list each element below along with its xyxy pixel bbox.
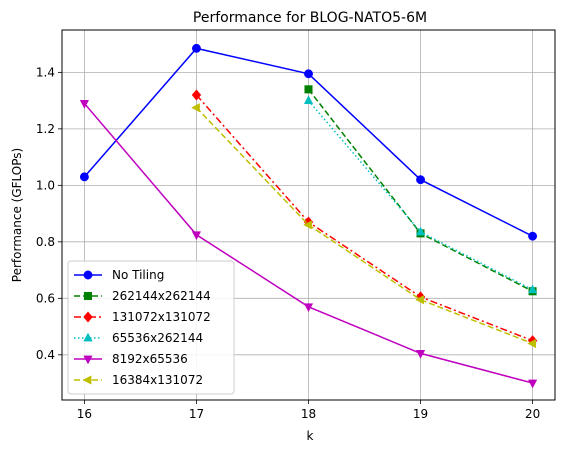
legend-entry: No Tiling	[74, 268, 164, 282]
data-point	[191, 103, 200, 113]
series-group	[79, 43, 538, 389]
series-line	[195, 94, 533, 342]
data-point	[527, 338, 536, 349]
y-axis-label: Performance (GFLOPs)	[10, 148, 24, 282]
series-line	[195, 107, 533, 345]
x-tick-label: 19	[413, 407, 428, 421]
series-3	[303, 95, 538, 294]
data-point	[303, 220, 312, 230]
data-point	[304, 85, 313, 94]
legend-label: 65536x262144	[112, 331, 203, 345]
legend-entry: 8192x65536	[74, 352, 188, 366]
data-point	[303, 95, 314, 105]
data-point	[416, 175, 425, 185]
x-tick-label: 20	[525, 407, 540, 421]
y-tick-label: 0.6	[36, 291, 55, 305]
data-point	[415, 349, 426, 359]
legend-marker	[82, 375, 92, 385]
y-tick-label: 0.8	[36, 235, 55, 249]
legend-label: 131072x131072	[112, 310, 211, 324]
y-axis-ticks: 0.4 0.6 0.8 1.0 1.2 1.4	[36, 65, 62, 362]
legend: No Tiling 262144x262144 131072x131072 65536…	[67, 260, 235, 395]
legend-marker	[83, 291, 93, 301]
chart-title: Performance for BLOG-NATO5-6M	[193, 10, 427, 26]
series-2	[191, 89, 538, 347]
y-tick-label: 1.2	[36, 122, 55, 136]
data-point	[79, 172, 89, 182]
series-0	[79, 43, 538, 241]
data-point	[303, 303, 314, 313]
legend-box	[67, 260, 235, 395]
y-tick-label: 0.4	[36, 348, 55, 362]
x-tick-label: 17	[189, 407, 204, 421]
x-axis-label: k	[307, 429, 314, 443]
data-point	[415, 295, 424, 305]
data-point	[191, 231, 202, 241]
series-5	[191, 103, 536, 349]
data-point	[304, 69, 313, 79]
y-tick-label: 1.4	[36, 65, 55, 79]
legend-label: 8192x65536	[112, 352, 188, 366]
data-point	[191, 89, 202, 101]
y-tick-label: 1.0	[36, 178, 55, 192]
x-tick-label: 16	[77, 407, 92, 421]
legend-label: 16384x131072	[112, 373, 203, 387]
x-tick-label: 18	[301, 407, 316, 421]
data-point	[415, 226, 426, 236]
legend-entry: 65536x262144	[74, 331, 203, 345]
legend-marker	[83, 332, 93, 342]
legend-marker	[83, 355, 93, 365]
legend-marker	[83, 270, 93, 280]
data-point	[192, 43, 201, 53]
legend-label: No Tiling	[112, 268, 164, 282]
data-point	[79, 100, 90, 109]
legend-entry: 131072x131072	[74, 310, 211, 324]
data-point	[527, 284, 538, 294]
legend-entry: 16384x131072	[74, 373, 203, 387]
data-point	[527, 379, 538, 389]
legend-marker	[83, 311, 93, 323]
x-axis-ticks: 16 17 18 19 20	[77, 400, 540, 421]
legend-entry: 262144x262144	[74, 289, 211, 303]
legend-label: 262144x262144	[112, 289, 211, 303]
data-point	[528, 231, 538, 241]
series-4	[79, 100, 538, 389]
